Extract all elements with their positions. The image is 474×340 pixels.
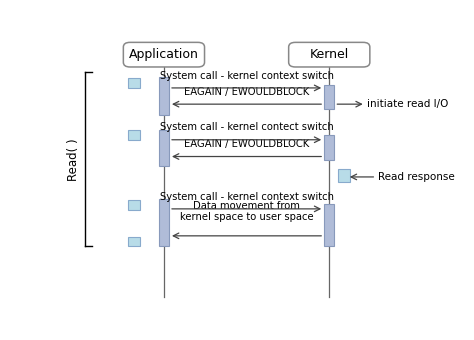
FancyBboxPatch shape <box>159 130 169 167</box>
Text: EAGAIN / EWOULDBLOCK: EAGAIN / EWOULDBLOCK <box>184 87 309 97</box>
Text: Read response: Read response <box>378 172 455 182</box>
Text: Kernel: Kernel <box>310 48 349 61</box>
FancyBboxPatch shape <box>128 130 140 140</box>
Text: Data movement from
kernel space to user space: Data movement from kernel space to user … <box>180 201 313 222</box>
FancyBboxPatch shape <box>159 199 169 246</box>
FancyBboxPatch shape <box>128 237 140 246</box>
FancyBboxPatch shape <box>159 77 169 115</box>
FancyBboxPatch shape <box>128 200 140 210</box>
FancyBboxPatch shape <box>128 78 140 88</box>
Text: System call - kernel context switch: System call - kernel context switch <box>160 71 334 81</box>
FancyBboxPatch shape <box>338 169 350 182</box>
Text: System call - kernel contect switch: System call - kernel contect switch <box>160 122 334 132</box>
Text: Read( ): Read( ) <box>67 138 80 181</box>
Text: System call - kernel context switch: System call - kernel context switch <box>160 191 334 202</box>
FancyBboxPatch shape <box>123 42 205 67</box>
Text: EAGAIN / EWOULDBLOCK: EAGAIN / EWOULDBLOCK <box>184 139 309 149</box>
FancyBboxPatch shape <box>324 85 334 109</box>
Text: initiate read I/O: initiate read I/O <box>367 99 449 109</box>
FancyBboxPatch shape <box>324 204 334 246</box>
FancyBboxPatch shape <box>289 42 370 67</box>
FancyBboxPatch shape <box>324 135 334 160</box>
Text: Application: Application <box>129 48 199 61</box>
